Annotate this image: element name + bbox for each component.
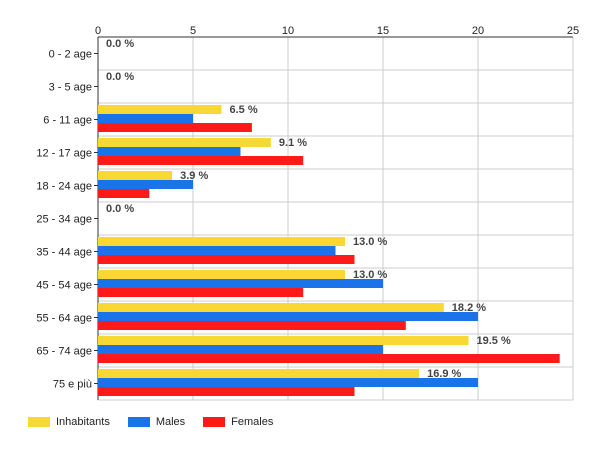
bar-inhabitants-2 — [98, 105, 222, 114]
x-tick-label-5: 25 — [567, 25, 579, 37]
bar-males-3 — [98, 147, 241, 156]
bar-males-7 — [98, 279, 383, 288]
bar-inhabitants-3 — [98, 138, 271, 147]
category-label-0: 0 - 2 age — [49, 49, 92, 61]
category-label-10: 75 e più — [53, 379, 92, 391]
bar-males-2 — [98, 114, 193, 123]
legend-item-females: Females — [203, 416, 273, 428]
data-label-8: 18.2 % — [452, 302, 486, 314]
data-label-6: 13.0 % — [353, 236, 387, 248]
bar-males-4 — [98, 180, 193, 189]
data-label-0: 0.0 % — [106, 38, 134, 50]
category-label-6: 35 - 44 age — [36, 247, 92, 259]
x-tick-label-0: 0 — [95, 25, 101, 37]
bar-inhabitants-9 — [98, 336, 469, 345]
category-label-3: 12 - 17 age — [36, 148, 92, 160]
bar-males-9 — [98, 345, 383, 354]
bar-females-9 — [98, 354, 560, 363]
bars — [98, 105, 560, 396]
legend-swatch-inhabitants — [28, 417, 50, 427]
bar-inhabitants-4 — [98, 171, 173, 180]
bar-females-2 — [98, 123, 252, 132]
data-labels: 0.0 % 0.0 % 6.5 % 9.1 % 3.9 % 0.0 % 13.0 % 13.0… — [106, 38, 511, 380]
bar-inhabitants-6 — [98, 237, 345, 246]
x-tick-label-3: 15 — [377, 25, 389, 37]
data-label-7: 13.0 % — [353, 269, 387, 281]
bar-males-10 — [98, 378, 478, 387]
legend-label-inhabitants: Inhabitants — [56, 416, 110, 428]
bar-females-4 — [98, 189, 150, 198]
x-axis-ticks: 0 5 10 15 20 25 — [95, 25, 579, 37]
bar-males-8 — [98, 312, 478, 321]
legend: Inhabitants Males Females — [28, 416, 291, 428]
category-label-7: 45 - 54 age — [36, 280, 92, 292]
legend-swatch-females — [203, 417, 226, 427]
bar-females-7 — [98, 288, 304, 297]
category-label-5: 25 - 34 age — [36, 214, 92, 226]
bar-females-6 — [98, 255, 355, 264]
data-label-3: 9.1 % — [279, 137, 307, 149]
bar-females-10 — [98, 387, 355, 396]
data-label-9: 19.5 % — [477, 335, 511, 347]
category-label-4: 18 - 24 age — [36, 181, 92, 193]
legend-item-males: Males — [127, 416, 186, 428]
bar-inhabitants-10 — [98, 369, 420, 378]
x-tick-label-1: 5 — [190, 25, 196, 37]
data-label-1: 0.0 % — [106, 71, 134, 83]
legend-swatch-males — [127, 417, 150, 427]
legend-item-inhabitants: Inhabitants — [28, 416, 110, 428]
bar-males-6 — [98, 246, 336, 255]
category-label-1: 3 - 5 age — [49, 82, 92, 94]
legend-label-males: Males — [155, 416, 186, 428]
category-axis: 0 - 2 age 3 - 5 age 6 - 11 age 12 - 17 age 1… — [36, 49, 98, 391]
legend-label-females: Females — [231, 416, 274, 428]
grid-lines — [97, 36, 574, 401]
category-label-9: 65 - 74 age — [36, 346, 92, 358]
bar-females-3 — [98, 156, 304, 165]
data-label-10: 16.9 % — [427, 368, 461, 380]
bar-inhabitants-8 — [98, 303, 444, 312]
bar-inhabitants-7 — [98, 270, 345, 279]
category-label-8: 55 - 64 age — [36, 313, 92, 325]
bar-females-8 — [98, 321, 406, 330]
bar-chart: 0 5 10 15 20 25 0 - 2 age 3 - 5 age 6 - 11 age 1… — [36, 25, 579, 401]
x-tick-label-2: 10 — [282, 25, 294, 37]
data-label-5: 0.0 % — [106, 203, 134, 215]
data-label-4: 3.9 % — [180, 170, 208, 182]
x-tick-label-4: 20 — [472, 25, 484, 37]
category-label-2: 6 - 11 age — [43, 115, 92, 127]
data-label-2: 6.5 % — [230, 104, 258, 116]
